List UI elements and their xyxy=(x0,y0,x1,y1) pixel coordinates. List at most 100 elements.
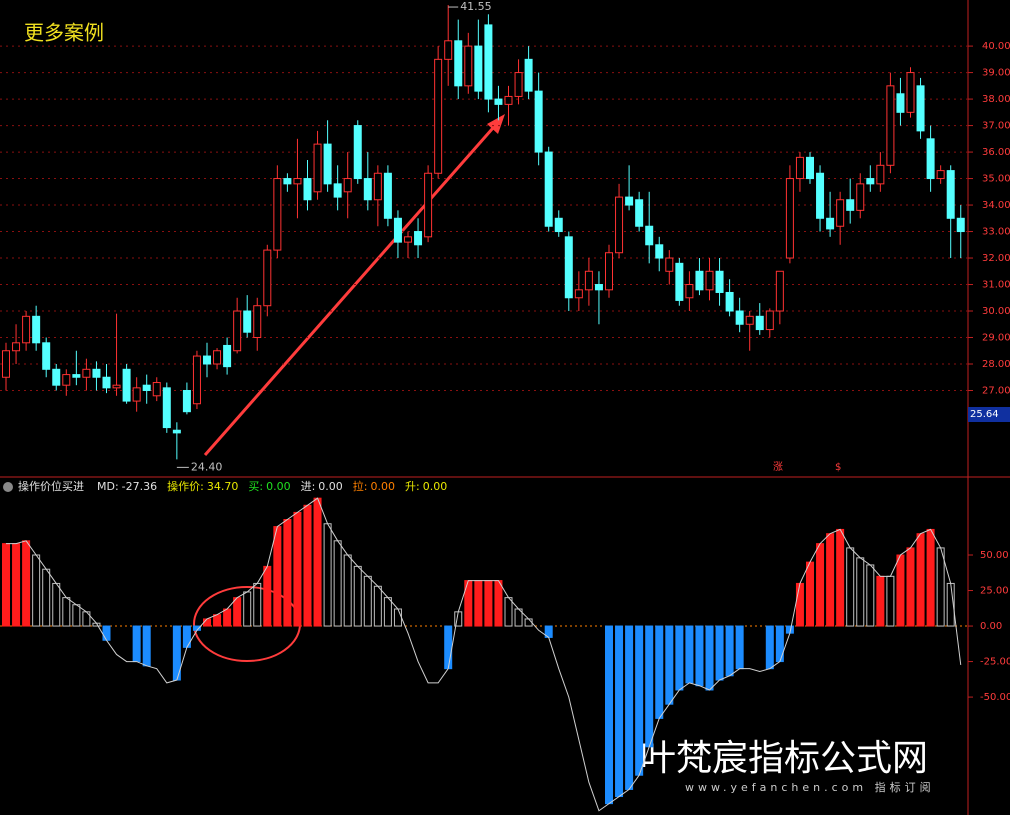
candle-body xyxy=(464,45,473,87)
candle-body xyxy=(785,178,794,259)
y-tick-label: 39.00 xyxy=(982,68,1010,79)
y-tick-label: 27.00 xyxy=(982,385,1010,396)
candle-body xyxy=(735,310,744,325)
legend-name: MD: xyxy=(97,480,119,493)
indicator-bar xyxy=(263,565,272,627)
candle-body xyxy=(363,178,372,201)
last-price-box xyxy=(968,407,1010,422)
candle-body xyxy=(102,376,111,389)
candle-body xyxy=(655,244,664,259)
indicator-bar xyxy=(625,625,634,790)
y-tick-label: 29.00 xyxy=(982,333,1010,344)
candle-body xyxy=(203,355,211,365)
candle-body xyxy=(534,90,543,153)
collapse-icon[interactable] xyxy=(3,482,13,492)
candle-body xyxy=(62,374,71,386)
candle-body xyxy=(42,342,51,370)
candle-body xyxy=(564,236,573,299)
candle-body xyxy=(424,172,433,238)
candle-body xyxy=(504,95,513,105)
candle-body xyxy=(936,170,945,180)
indicator-bar xyxy=(313,497,322,627)
candle-body xyxy=(142,384,151,391)
candle-body xyxy=(263,249,272,307)
y-tick-label: 35.00 xyxy=(982,174,1010,185)
candle-body xyxy=(162,387,171,429)
indicator-bar xyxy=(826,533,835,627)
y-tick-label: 0.00 xyxy=(980,621,1002,632)
indicator-bar xyxy=(223,608,232,627)
candle-body xyxy=(635,199,644,227)
indicator-bar xyxy=(735,625,744,670)
candle-body xyxy=(484,24,493,100)
candle-body xyxy=(454,40,463,87)
candle-body xyxy=(806,156,814,180)
y-tick-label: -50.00 xyxy=(980,692,1010,703)
candle-body xyxy=(866,178,875,185)
candle-body xyxy=(112,384,121,389)
candle-body xyxy=(303,178,312,201)
legend-value: 0.00 xyxy=(371,480,396,493)
indicator-bar xyxy=(926,528,935,627)
indicator-bar xyxy=(655,625,664,719)
candle-body xyxy=(816,172,825,219)
candle-body xyxy=(544,151,553,227)
indicator-bar xyxy=(303,504,312,627)
indicator-bar xyxy=(635,625,644,776)
candle-body xyxy=(122,368,131,402)
indicator-bar xyxy=(132,625,141,663)
indicator-bar xyxy=(816,543,825,627)
candle-body xyxy=(926,138,935,180)
candle-body xyxy=(393,217,402,243)
candle-body xyxy=(414,231,423,246)
candle-body xyxy=(856,183,865,211)
candle-body xyxy=(836,199,845,227)
indicator-bar xyxy=(715,625,724,681)
indicator-bar xyxy=(2,543,10,627)
indicator-bar xyxy=(605,625,613,805)
candle-body xyxy=(594,284,603,291)
candle-body xyxy=(745,315,754,325)
indicator-bar xyxy=(705,625,714,691)
y-tick-label: 31.00 xyxy=(982,280,1010,291)
candle-body xyxy=(584,270,593,291)
candle-body xyxy=(213,350,222,365)
candle-body xyxy=(404,236,412,243)
legend-value: 0.00 xyxy=(318,480,343,493)
candle-body xyxy=(343,178,352,193)
candle-body xyxy=(233,310,242,352)
candle-body xyxy=(625,196,634,206)
y-tick-label: 34.00 xyxy=(982,200,1010,211)
candle-body xyxy=(765,310,774,331)
candle-body xyxy=(574,289,583,299)
legend-name: 买: xyxy=(248,480,263,493)
candle-body xyxy=(916,85,925,132)
y-tick-label: 37.00 xyxy=(982,121,1010,132)
chart-title: 更多案例 xyxy=(24,21,104,45)
candle-body xyxy=(22,315,31,344)
legend-name: 升: xyxy=(405,480,420,493)
indicator-bar xyxy=(695,625,704,687)
y-tick-label: 38.00 xyxy=(982,94,1010,105)
indicator-bar xyxy=(444,625,453,670)
candle-body xyxy=(12,342,21,352)
candle-body xyxy=(494,98,503,105)
y-tick-label: 36.00 xyxy=(982,147,1010,158)
signal-marker: 涨 xyxy=(773,461,783,473)
candle-body xyxy=(383,172,392,219)
indicator-bar xyxy=(615,625,624,798)
y-tick-label: 50.00 xyxy=(980,550,1009,561)
candle-body xyxy=(82,368,91,378)
arrow xyxy=(203,119,502,456)
indicator-bar xyxy=(102,625,111,641)
legend-name: 拉: xyxy=(353,479,368,493)
candle-body xyxy=(323,143,332,185)
candle-body xyxy=(725,291,734,312)
indicator-bar xyxy=(203,618,211,627)
indicator-bar xyxy=(876,575,885,627)
indicator-bar xyxy=(685,625,694,684)
indicator-bar xyxy=(293,511,302,627)
indicator-bar xyxy=(474,580,483,627)
